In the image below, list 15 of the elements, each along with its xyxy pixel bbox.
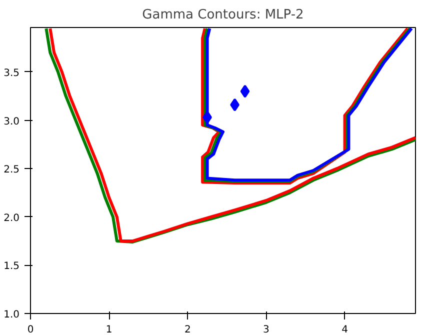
y-tick-label: 1.5 xyxy=(4,261,20,272)
point xyxy=(202,110,212,124)
y-tick-label: 3.5 xyxy=(4,68,20,79)
x-tick-label: 1 xyxy=(106,324,112,335)
y-tick-label: 1.0 xyxy=(4,310,20,320)
point xyxy=(240,84,250,98)
x-tick-label: 4 xyxy=(342,324,348,335)
x-tick-label: 2 xyxy=(184,324,191,335)
chart-title: Gamma Contours: MLP-2 xyxy=(142,8,304,22)
y-tick-label: 2.0 xyxy=(4,212,20,224)
y-tick-label: 2.5 xyxy=(4,164,20,176)
y-tick-label: 3.0 xyxy=(4,116,20,128)
x-tick-label: 0 xyxy=(27,324,34,335)
point xyxy=(230,98,240,112)
x-tick-label: 3 xyxy=(263,324,270,335)
